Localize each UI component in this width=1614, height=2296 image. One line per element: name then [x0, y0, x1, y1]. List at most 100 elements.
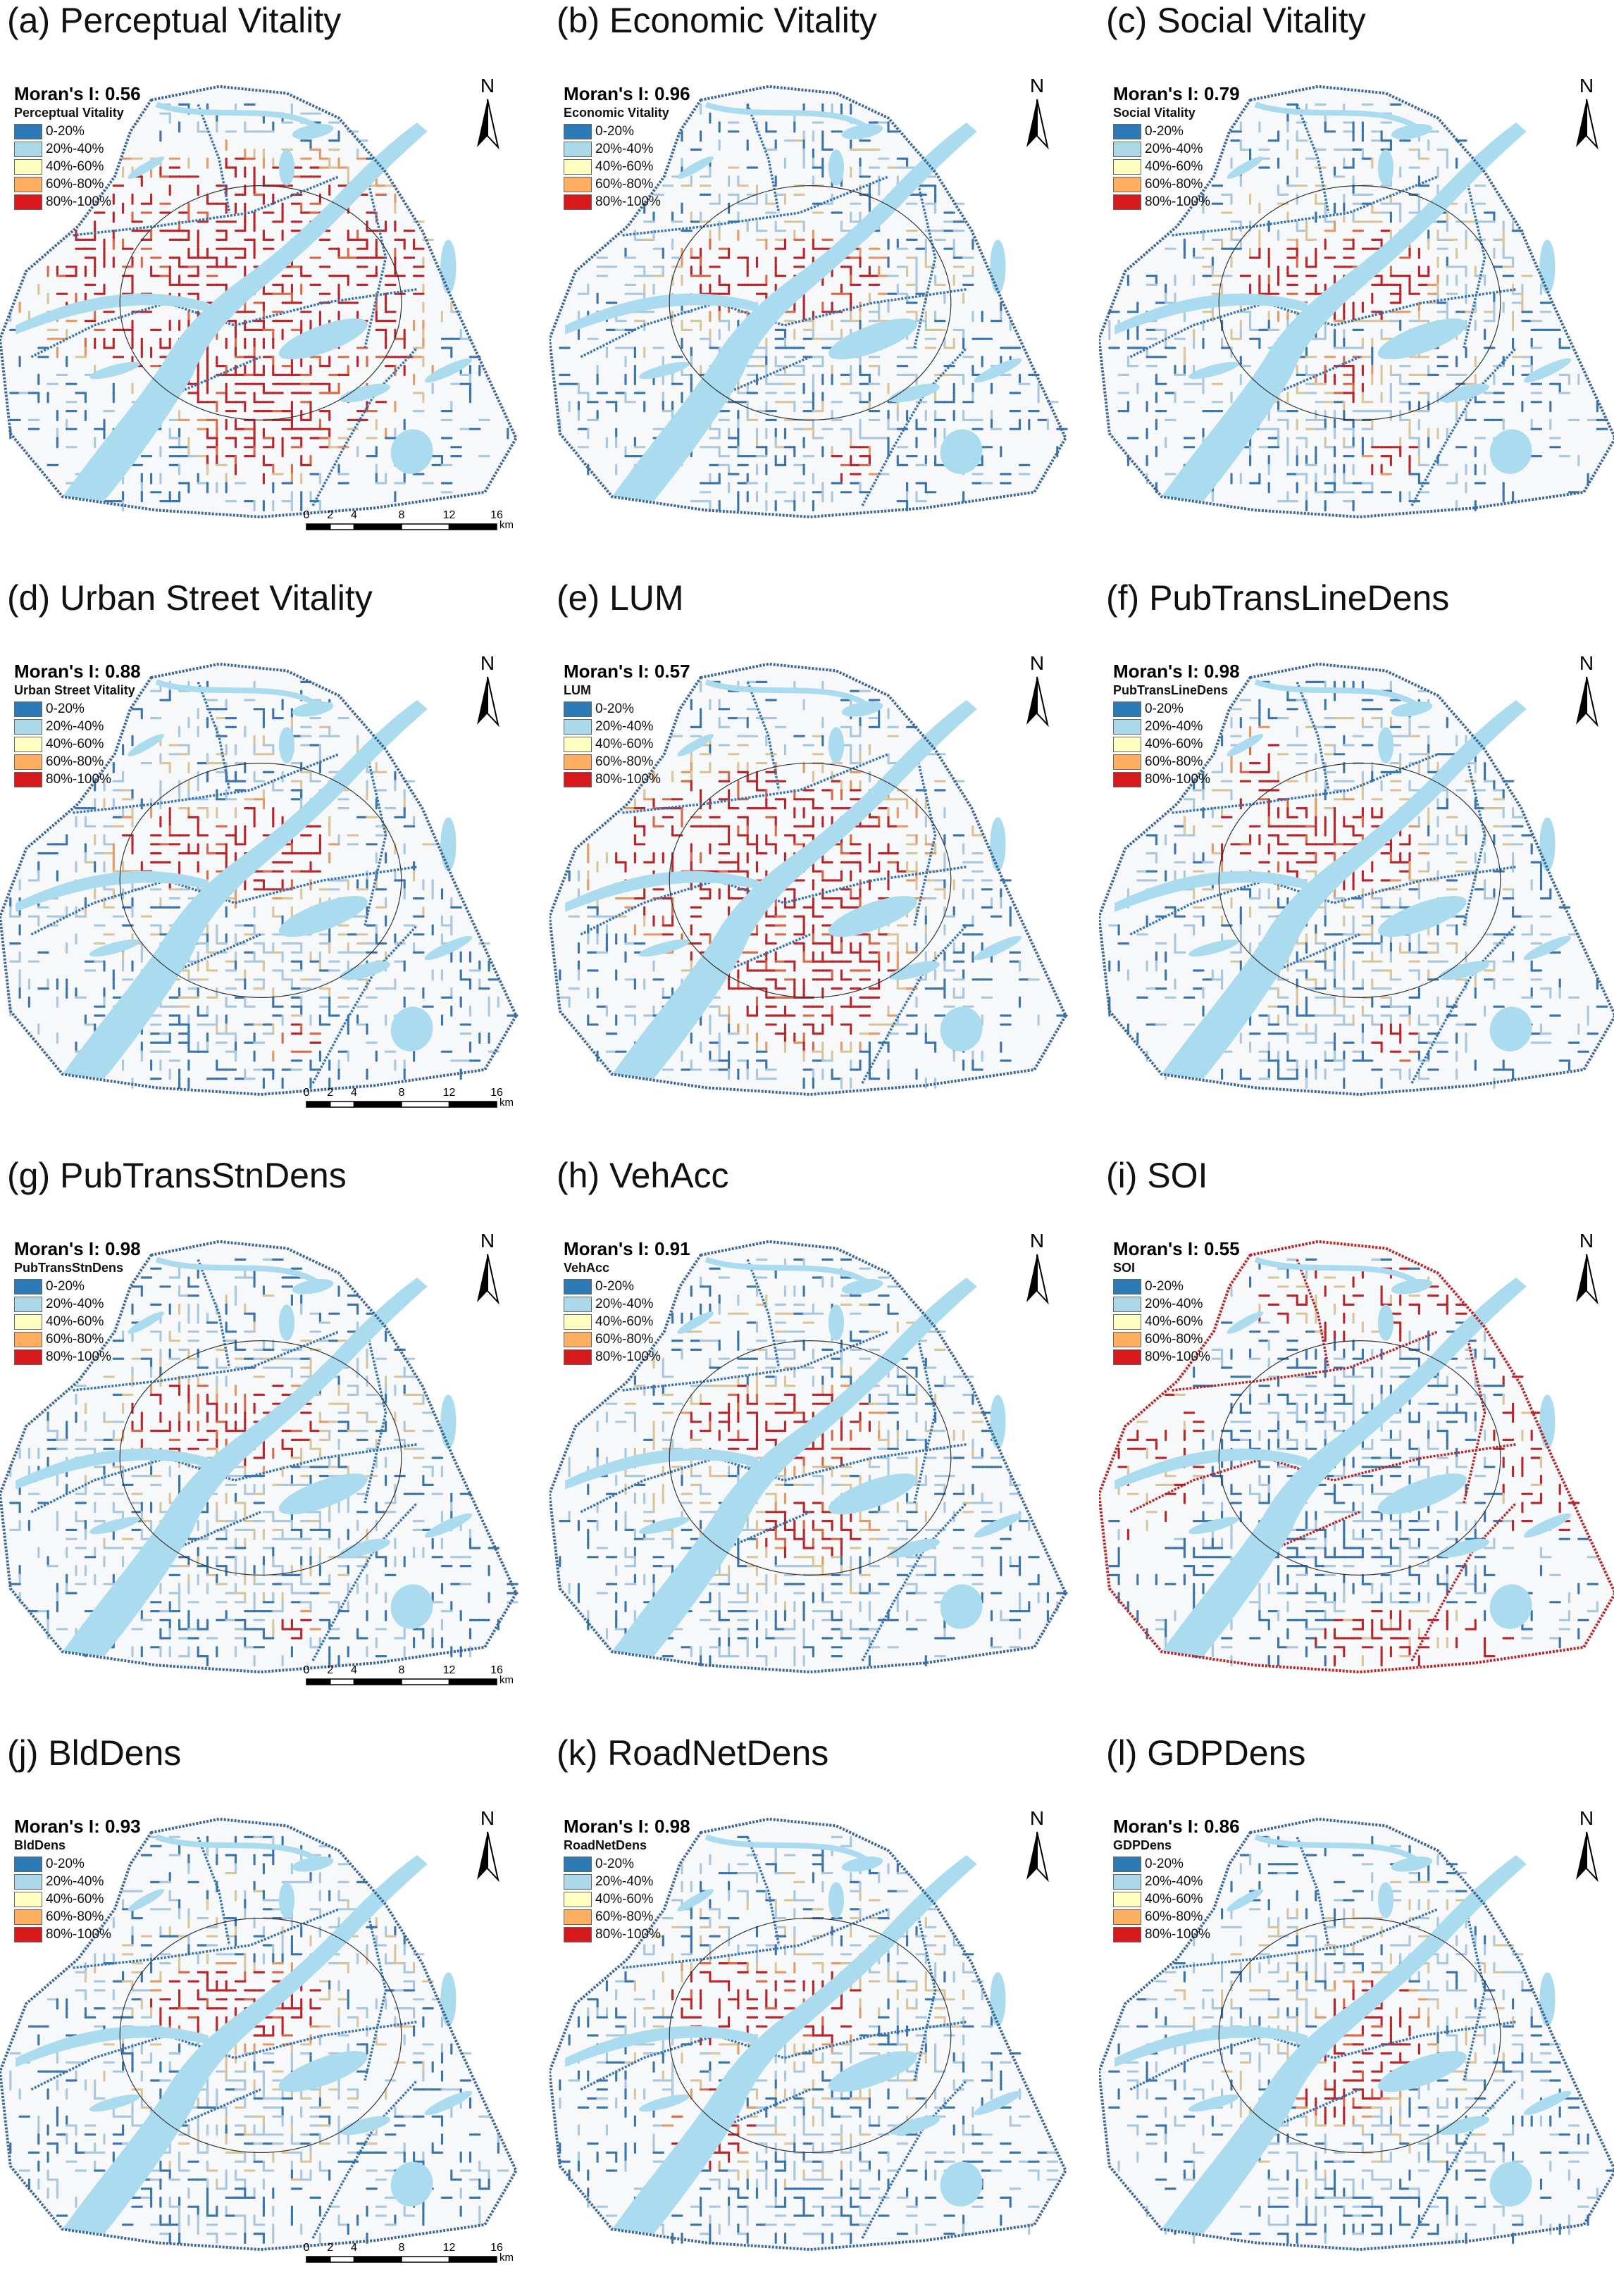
- ring-road: [119, 763, 402, 998]
- arterial-road: [1296, 104, 1330, 213]
- legend-item: 60%-80%: [1113, 753, 1228, 770]
- legend-item: 60%-80%: [14, 1330, 123, 1348]
- scale-tick-label: 12: [443, 2242, 456, 2254]
- legend-label: 0-20%: [595, 701, 634, 716]
- legend-label: 40%-60%: [595, 1314, 654, 1329]
- legend-label: 80%-100%: [1145, 1349, 1210, 1364]
- scale-segment: [330, 2256, 355, 2263]
- legend-title: Perceptual Vitality: [14, 106, 124, 120]
- arterial-road: [1463, 1899, 1486, 2081]
- north-arrow-left: [1576, 1254, 1587, 1302]
- north-label: N: [1579, 652, 1594, 674]
- scale-tick-label: 0: [304, 1664, 310, 1676]
- arterial-road: [622, 175, 889, 237]
- legend-item: 80%-100%: [1113, 1348, 1210, 1366]
- lake: [974, 2090, 1022, 2116]
- river: [62, 123, 428, 501]
- scale-tick-label: 8: [399, 509, 405, 521]
- lake: [1539, 1395, 1556, 1449]
- lake: [828, 896, 917, 937]
- arterial-road: [1172, 753, 1439, 814]
- map-legend: GDPDens 0-20% 20%-40% 40%-60% 60%-80% 80%-100…: [1113, 1838, 1210, 1943]
- lake: [292, 1279, 334, 1294]
- legend-swatch: [564, 701, 592, 717]
- arterial-road: [1296, 1259, 1330, 1368]
- arterial-road: [1410, 2079, 1517, 2239]
- north-arrow-icon: N: [477, 75, 499, 150]
- north-arrow-icon: N: [1026, 1807, 1049, 1883]
- legend-label: 60%-80%: [46, 1331, 104, 1347]
- legend-swatch: [14, 1873, 42, 1890]
- panel-title: (g) PubTransStnDens: [7, 1156, 347, 1195]
- arterial-road: [364, 1322, 387, 1504]
- morans-i-label: Moran's I: 0.86: [1113, 1816, 1240, 1837]
- north-label: N: [1579, 75, 1594, 96]
- vitality-map: [550, 1817, 1067, 2252]
- lake: [440, 1972, 457, 2027]
- north-label: N: [480, 652, 495, 674]
- legend-item: 60%-80%: [14, 1908, 111, 1926]
- legend-item: 60%-80%: [1113, 175, 1210, 193]
- lake: [390, 2161, 433, 2207]
- legend-label: 60%-80%: [595, 1909, 654, 1924]
- legend-swatch: [14, 123, 42, 139]
- legend-label: 0-20%: [1145, 1278, 1184, 1294]
- legend-swatch: [14, 1891, 42, 1907]
- lake: [1439, 1538, 1489, 1558]
- northern-waterway: [704, 1834, 875, 1866]
- arterial-road: [580, 288, 967, 358]
- legend-swatch: [564, 718, 592, 735]
- legend-label: 0-20%: [46, 123, 85, 139]
- legend-item: 0-20%: [564, 1855, 661, 1873]
- north-arrow-left: [1026, 1832, 1037, 1880]
- map-panel-i: (i) SOI Moran's I: 0.55 SOI 0-20% 20%-40% 40%…: [1099, 1155, 1614, 1718]
- city-boundary: [1099, 85, 1614, 519]
- arterial-road: [311, 1502, 418, 1661]
- north-arrow-icon: N: [477, 1807, 499, 1883]
- legend-label: 20%-40%: [595, 141, 654, 156]
- scale-tick-label: 2: [327, 1087, 333, 1099]
- north-arrow-right: [1036, 676, 1049, 728]
- tributary: [1115, 293, 1308, 335]
- vitality-map: [1099, 1240, 1614, 1674]
- lake: [1227, 1311, 1264, 1334]
- legend-item: 0-20%: [564, 123, 669, 140]
- legend-item: 80%-100%: [1113, 1926, 1210, 1943]
- arterial-road: [746, 681, 781, 791]
- legend-label: 60%-80%: [46, 754, 104, 769]
- legend-swatch: [1113, 754, 1141, 770]
- northern-waterway: [155, 1256, 325, 1289]
- vitality-map: [1099, 85, 1614, 519]
- legend-item: 0-20%: [1113, 1278, 1210, 1295]
- legend-item: 40%-60%: [564, 1313, 661, 1330]
- legend-label: 20%-40%: [595, 1873, 654, 1889]
- map-legend: LUM 0-20% 20%-40% 40%-60% 60%-80% 80%-100%: [564, 683, 661, 788]
- scale-unit: km: [499, 1674, 514, 1686]
- tributary: [1115, 1448, 1308, 1490]
- legend-item: 80%-100%: [564, 193, 669, 211]
- legend-swatch: [14, 701, 42, 717]
- lake: [128, 1889, 165, 1911]
- lake: [1439, 961, 1489, 980]
- river: [612, 123, 977, 501]
- legend-swatch: [1113, 194, 1141, 210]
- river: [1161, 123, 1527, 501]
- legend-label: 60%-80%: [1145, 176, 1203, 192]
- map-legend: PubTransLineDens 0-20% 20%-40% 40%-60% 60%-8…: [1113, 683, 1228, 788]
- lake: [990, 1395, 1006, 1449]
- legend-title: Urban Street Vitality: [14, 683, 135, 697]
- lake: [424, 935, 473, 961]
- northern-waterway: [1254, 101, 1424, 134]
- legend-label: 60%-80%: [46, 176, 104, 192]
- arterial-road: [1296, 681, 1330, 791]
- lake: [639, 939, 690, 957]
- lake: [828, 2051, 917, 2092]
- north-arrow-right: [1036, 99, 1049, 150]
- legend-label: 40%-60%: [1145, 158, 1203, 174]
- lake: [639, 2094, 690, 2112]
- vitality-map: [550, 662, 1068, 1097]
- legend-swatch: [1113, 123, 1141, 139]
- legend-swatch: [14, 1278, 42, 1294]
